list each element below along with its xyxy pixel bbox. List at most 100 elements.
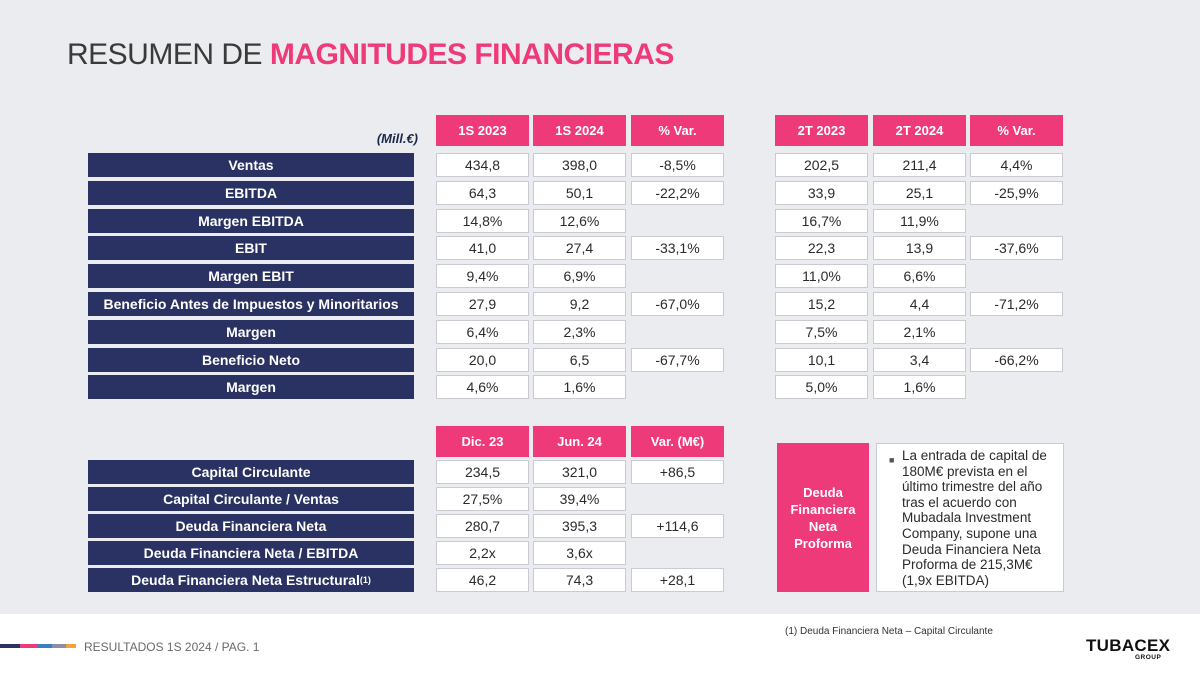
results-h1-cell: 64,3: [436, 181, 529, 205]
results-row-label: Margen EBITDA: [88, 209, 414, 233]
unit-label: (Mill.€): [376, 131, 418, 146]
stripe-segment: [20, 644, 38, 648]
logo-name: TUBACEX: [1086, 636, 1171, 655]
results-h1-cell: -67,7%: [631, 348, 724, 372]
balance-row-label-text: Capital Circulante / Ventas: [163, 491, 339, 507]
results-q2-cell: 13,9: [873, 236, 966, 260]
footnote-ref: (1): [359, 575, 371, 585]
tubacex-logo: TUBACEX GROUP: [1086, 636, 1176, 664]
results-h1-cell: 12,6%: [533, 209, 626, 233]
logo-group: GROUP: [1135, 654, 1162, 661]
results-q2-cell: 15,2: [775, 292, 868, 316]
results-row-label: Ventas: [88, 153, 414, 177]
results-q2-cell: 4,4: [873, 292, 966, 316]
results-h1-cell: 4,6%: [436, 375, 529, 399]
results-h1-cell: -67,0%: [631, 292, 724, 316]
balance-cell: 280,7: [436, 514, 529, 538]
results-h1-cell: 6,5: [533, 348, 626, 372]
results-q2-cell: 4,4%: [970, 153, 1063, 177]
stripe-segment: [66, 644, 76, 648]
results-q2-cell: 5,0%: [775, 375, 868, 399]
balance-cell: 395,3: [533, 514, 626, 538]
balance-cell: 74,3: [533, 568, 626, 592]
balance-cell: 234,5: [436, 460, 529, 484]
results-q2-cell: 11,9%: [873, 209, 966, 233]
proforma-note: ■ La entrada de capital de 180M€ previst…: [876, 443, 1064, 592]
balance-header-col-2: Var. (M€): [631, 426, 724, 457]
balance-row-label: Deuda Financiera Neta: [88, 514, 414, 538]
results-q2-cell: 16,7%: [775, 209, 868, 233]
results-h1-cell: 50,1: [533, 181, 626, 205]
balance-row-label: Capital Circulante / Ventas: [88, 487, 414, 511]
results-h1-cell: 20,0: [436, 348, 529, 372]
results-q2-cell: 2,1%: [873, 320, 966, 344]
balance-row-label: Capital Circulante: [88, 460, 414, 484]
results-q2-cell: -66,2%: [970, 348, 1063, 372]
balance-cell: +86,5: [631, 460, 724, 484]
results-h1-cell: 6,9%: [533, 264, 626, 288]
header-q2-col-0: 2T 2023: [775, 115, 868, 146]
results-h1-cell: 14,8%: [436, 209, 529, 233]
results-h1-cell: 27,4: [533, 236, 626, 260]
balance-cell: 46,2: [436, 568, 529, 592]
balance-cell: +114,6: [631, 514, 724, 538]
results-q2-cell: 6,6%: [873, 264, 966, 288]
results-q2-cell: 11,0%: [775, 264, 868, 288]
balance-row-label: Deuda Financiera Neta Estructural (1): [88, 568, 414, 592]
results-h1-cell: 1,6%: [533, 375, 626, 399]
results-row-label: Margen EBIT: [88, 264, 414, 288]
header-q2-col-1: 2T 2024: [873, 115, 966, 146]
footer-page-label: RESULTADOS 1S 2024 / PAG. 1: [84, 640, 260, 654]
balance-row-label-text: Deuda Financiera Neta Estructural: [131, 572, 360, 588]
results-h1-cell: 2,3%: [533, 320, 626, 344]
balance-cell: 321,0: [533, 460, 626, 484]
results-row-label: Beneficio Antes de Impuestos y Minoritar…: [88, 292, 414, 316]
results-row-label: Beneficio Neto: [88, 348, 414, 372]
results-h1-cell: 398,0: [533, 153, 626, 177]
results-q2-cell: 22,3: [775, 236, 868, 260]
results-q2-cell: -71,2%: [970, 292, 1063, 316]
stripe-segment: [0, 644, 20, 648]
results-q2-cell: -37,6%: [970, 236, 1063, 260]
header-q2-col-2: % Var.: [970, 115, 1063, 146]
title-light: RESUMEN DE: [67, 38, 270, 71]
results-q2-cell: 25,1: [873, 181, 966, 205]
results-row-label: EBIT: [88, 236, 414, 260]
header-h1-col-2: % Var.: [631, 115, 724, 146]
header-h1-col-1: 1S 2024: [533, 115, 626, 146]
proforma-note-text: La entrada de capital de 180M€ prevista …: [902, 448, 1047, 588]
footnote: (1) Deuda Financiera Neta – Capital Circ…: [785, 626, 993, 637]
balance-row-label-text: Capital Circulante: [191, 464, 311, 480]
title-bold: MAGNITUDES FINANCIERAS: [269, 38, 675, 71]
results-h1-cell: -8,5%: [631, 153, 724, 177]
results-h1-cell: -33,1%: [631, 236, 724, 260]
square-bullet-icon: ■: [889, 455, 895, 465]
results-h1-cell: 9,2: [533, 292, 626, 316]
balance-cell: 39,4%: [533, 487, 626, 511]
balance-cell: 2,2x: [436, 541, 529, 565]
balance-row-label: Deuda Financiera Neta / EBITDA: [88, 541, 414, 565]
results-row-label: Margen: [88, 375, 414, 399]
results-q2-cell: 3,4: [873, 348, 966, 372]
results-h1-cell: -22,2%: [631, 181, 724, 205]
results-q2-cell: 211,4: [873, 153, 966, 177]
results-h1-cell: 9,4%: [436, 264, 529, 288]
results-q2-cell: 33,9: [775, 181, 868, 205]
results-row-label: Margen: [88, 320, 414, 344]
header-h1-col-0: 1S 2023: [436, 115, 529, 146]
results-h1-cell: 27,9: [436, 292, 529, 316]
footer-color-stripe: [0, 644, 76, 648]
results-q2-cell: 1,6%: [873, 375, 966, 399]
stripe-segment: [52, 644, 66, 648]
results-h1-cell: 41,0: [436, 236, 529, 260]
balance-cell: 27,5%: [436, 487, 529, 511]
results-q2-cell: 10,1: [775, 348, 868, 372]
results-q2-cell: 7,5%: [775, 320, 868, 344]
balance-cell: 3,6x: [533, 541, 626, 565]
results-h1-cell: 434,8: [436, 153, 529, 177]
page-title: RESUMEN DE MAGNITUDES FINANCIERAS: [67, 38, 674, 72]
results-q2-cell: -25,9%: [970, 181, 1063, 205]
balance-header-col-1: Jun. 24: [533, 426, 626, 457]
proforma-label: Deuda Financiera Neta Proforma: [777, 443, 869, 592]
balance-header-col-0: Dic. 23: [436, 426, 529, 457]
